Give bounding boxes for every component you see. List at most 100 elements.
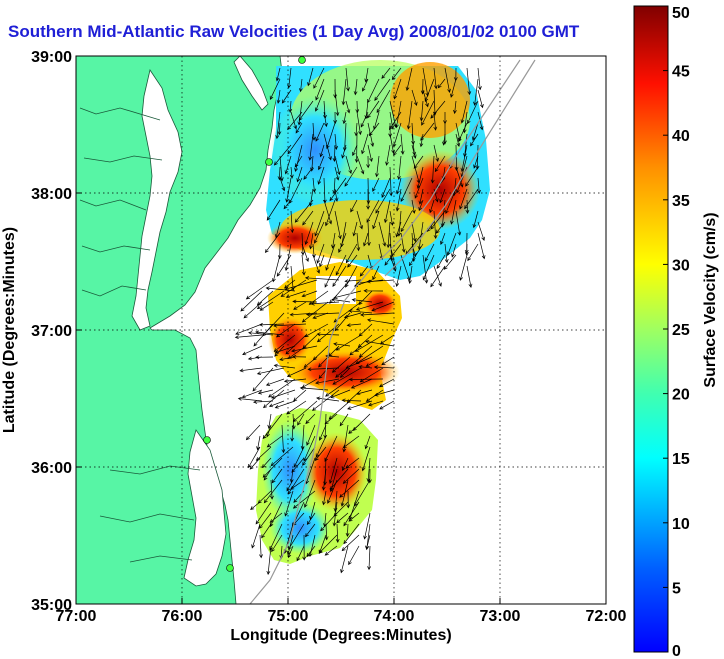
- velocity-arrow: [430, 210, 446, 230]
- velocity-arrow: [366, 188, 371, 210]
- delaware-bay: [233, 56, 269, 111]
- velocity-arrow: [325, 378, 351, 397]
- velocity-arrow: [269, 501, 283, 528]
- velocity-arrow: [286, 367, 307, 377]
- velocity-arrow: [250, 501, 261, 510]
- velocity-arrow: [437, 78, 446, 89]
- velocity-arrow: [270, 389, 296, 399]
- velocity-arrow: [408, 243, 424, 267]
- velocity-arrow: [292, 354, 307, 359]
- velocity-arrow: [268, 400, 285, 408]
- velocity-arrow: [274, 345, 296, 354]
- velocity-arrow: [335, 334, 362, 351]
- velocity-arrow: [252, 367, 274, 392]
- velocity-arrow: [379, 400, 395, 410]
- velocity-arrow: [314, 210, 325, 237]
- velocity-arrow: [320, 512, 338, 532]
- velocity-arrow: [284, 279, 318, 291]
- x-tick-label: 75:00: [268, 608, 309, 625]
- velocity-arrow: [333, 342, 351, 347]
- velocity-arrow: [444, 67, 451, 93]
- velocity-arrow: [455, 210, 462, 236]
- velocity-arrow: [358, 345, 373, 358]
- velocity-arrow: [283, 199, 292, 210]
- velocity-arrow: [251, 523, 261, 549]
- velocity-arrow: [400, 177, 413, 203]
- velocity-arrow: [314, 446, 327, 461]
- velocity-arrow: [277, 166, 282, 181]
- field-middle-red: [290, 350, 400, 394]
- velocity-arrow: [368, 400, 384, 407]
- velocity-arrow: [350, 378, 373, 389]
- velocity-arrow: [446, 232, 457, 256]
- velocity-arrow: [434, 155, 446, 173]
- velocity-arrow: [281, 89, 292, 104]
- velocity-arrow: [341, 398, 362, 403]
- velocity-arrow: [272, 254, 281, 283]
- velocity-arrow: [316, 332, 340, 337]
- velocity-arrow: [324, 265, 336, 288]
- velocity-arrow: [363, 512, 371, 540]
- velocity-arrow: [356, 210, 364, 230]
- velocity-arrow: [302, 534, 307, 561]
- velocity-arrow: [472, 210, 479, 229]
- velocity-arrow: [354, 122, 359, 137]
- colorbar-label: Surface Velocity (cm/s): [702, 212, 719, 387]
- velocity-arrow: [388, 111, 402, 131]
- velocity-arrow: [477, 232, 486, 260]
- colorbar-tick-label: 25: [672, 322, 690, 339]
- bathymetry-contours: [249, 59, 536, 604]
- velocity-arrow: [297, 413, 305, 426]
- velocity-arrow: [255, 501, 272, 525]
- velocity-arrow: [411, 221, 417, 243]
- velocity-arrow: [356, 111, 362, 136]
- velocity-arrow: [381, 356, 395, 366]
- velocity-arrow: [346, 323, 362, 328]
- velocity-arrow: [287, 67, 292, 89]
- velocity-arrow: [342, 468, 360, 484]
- velocity-arrow: [389, 210, 394, 226]
- velocity-arrow: [444, 243, 449, 264]
- velocity-arrow: [361, 446, 371, 472]
- velocity-arrow: [319, 254, 325, 268]
- velocity-arrow: [237, 396, 263, 402]
- velocity-arrow: [372, 210, 380, 230]
- colorbar: [633, 5, 669, 653]
- velocity-arrow: [366, 155, 371, 169]
- velocity-arrow: [263, 389, 285, 409]
- velocity-arrow: [277, 122, 282, 136]
- velocity-arrow: [467, 100, 479, 125]
- velocity-arrow: [375, 155, 380, 178]
- velocity-arrow: [324, 523, 329, 541]
- velocity-arrow: [273, 144, 292, 166]
- velocity-arrow: [400, 210, 413, 233]
- velocity-arrow: [293, 389, 307, 402]
- velocity-arrow: [322, 490, 327, 506]
- velocity-arrow: [367, 318, 395, 325]
- velocity-arrow: [324, 435, 338, 462]
- velocity-arrow: [328, 457, 338, 484]
- colorbar-ticks: 0 5 10 15 20 25 30 35 40 45 50: [663, 5, 690, 659]
- velocity-arrow: [339, 367, 351, 378]
- velocity-arrow: [234, 334, 263, 340]
- velocity-arrow: [363, 288, 384, 293]
- velocity-arrow: [393, 78, 402, 100]
- velocity-arrow: [259, 301, 274, 311]
- velocity-arrow: [270, 446, 294, 467]
- velocity-arrow: [319, 144, 325, 158]
- velocity-arrow: [290, 210, 295, 234]
- velocity-arrow: [316, 396, 340, 402]
- velocity-arrow: [258, 512, 272, 529]
- velocity-arrow: [294, 155, 303, 168]
- velocity-arrow: [360, 111, 369, 128]
- velocity-arrow: [385, 144, 391, 166]
- field-north-orange: [390, 62, 470, 138]
- velocity-arrow: [349, 345, 362, 356]
- velocity-arrow: [297, 100, 303, 126]
- velocity-arrow: [245, 424, 261, 441]
- velocity-arrow: [346, 490, 351, 509]
- velocity-arrow: [301, 290, 318, 298]
- velocity-arrow: [341, 144, 347, 159]
- velocity-arrow: [295, 122, 303, 134]
